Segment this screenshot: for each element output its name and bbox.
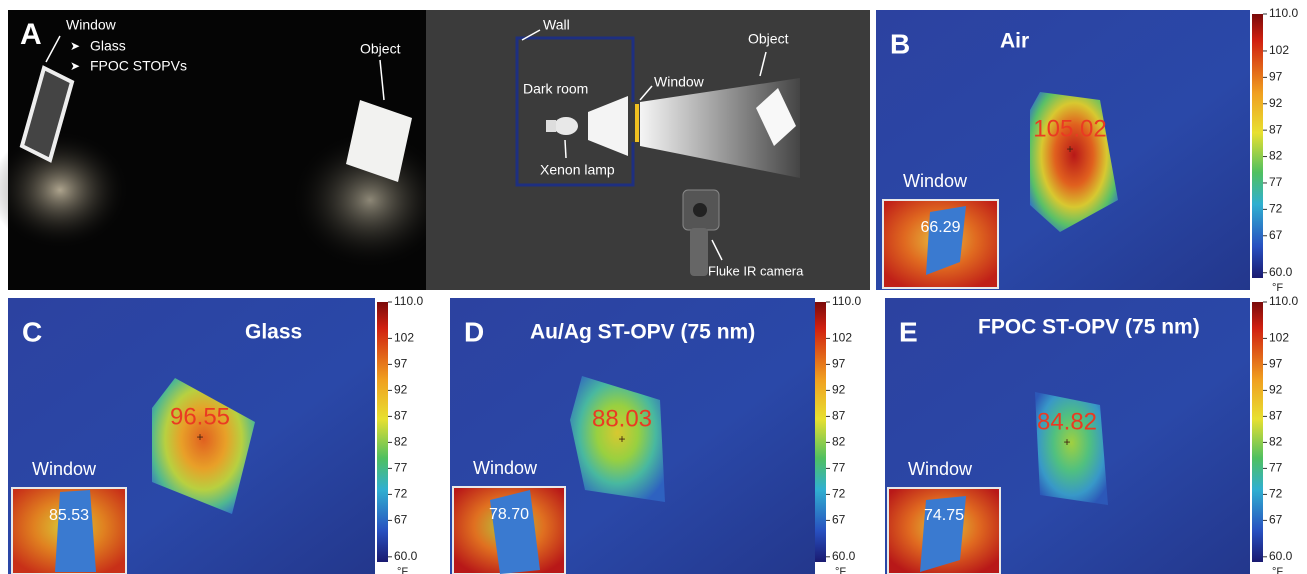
colorbar-tick-label: 77 xyxy=(1269,461,1283,475)
cross: + xyxy=(196,430,203,444)
reading: 88.03 xyxy=(592,405,652,432)
colorbar xyxy=(815,302,826,562)
label: Object xyxy=(748,31,789,47)
colorbar-tick-label: 72 xyxy=(394,487,408,501)
cross: + xyxy=(1063,435,1070,449)
inset-window xyxy=(55,490,96,572)
label: Xenon lamp xyxy=(540,162,615,178)
colorbar-tick-label: 67 xyxy=(832,513,846,527)
camera-grip xyxy=(690,228,708,276)
colorbar-tick-label: 102 xyxy=(394,331,414,345)
colorbar-tick-label: 110.0 xyxy=(832,294,861,308)
panel-title: Air xyxy=(1000,30,1029,53)
panel-title: FPOC ST-OPV (75 nm) xyxy=(978,316,1200,339)
panel-label: E xyxy=(899,316,918,347)
colorbar-tick-label: 110.0 xyxy=(1269,6,1298,20)
cross: + xyxy=(1066,142,1073,156)
page: {"panel_a": {"label": "A", "photo": {"wi… xyxy=(0,0,1307,574)
label: Object xyxy=(360,41,401,57)
colorbar-tick-label: 77 xyxy=(394,461,408,475)
colorbar-tick-label: 67 xyxy=(1269,513,1283,527)
colorbar-tick-label: 92 xyxy=(1269,383,1283,397)
camera-lens xyxy=(693,203,707,217)
colorbar-tick-label: 102 xyxy=(832,331,852,345)
colorbar-tick-label: 102 xyxy=(1269,43,1289,57)
lamp-base xyxy=(546,120,556,132)
reading: 105.02 xyxy=(1033,115,1106,142)
colorbar-tick-label: 72 xyxy=(1269,202,1283,216)
colorbar-tick-label: 60.0 xyxy=(832,549,856,563)
colorbar-unit: °F xyxy=(1272,282,1283,294)
figure: A Window ➤ Glass ➤ FPOC STOPVs Object Wa… xyxy=(0,0,1307,574)
reading: 84.82 xyxy=(1037,408,1097,435)
inset-label: Window xyxy=(903,171,968,191)
panel-label: A xyxy=(20,18,42,51)
colorbar xyxy=(1252,302,1263,562)
diagram xyxy=(426,10,870,290)
colorbar-unit: °F xyxy=(397,566,408,574)
colorbar-tick-label: 87 xyxy=(1269,122,1283,136)
label: Window xyxy=(654,74,705,90)
colorbar-tick-label: 97 xyxy=(394,357,408,371)
inset-label: Window xyxy=(473,458,538,478)
inset-reading: 78.70 xyxy=(489,506,529,523)
colorbar-tick-label: 77 xyxy=(1269,175,1283,189)
inset-reading: 85.53 xyxy=(49,507,89,524)
colorbar-tick-label: 82 xyxy=(394,435,408,449)
label: Fluke IR camera xyxy=(708,263,804,278)
colorbar-tick-label: 77 xyxy=(832,461,846,475)
colorbar-tick-label: 97 xyxy=(1269,70,1283,84)
colorbar-tick-label: 67 xyxy=(394,513,408,527)
colorbar-tick-label: 72 xyxy=(1269,487,1283,501)
cross: + xyxy=(618,432,625,446)
colorbar xyxy=(377,302,388,562)
inset-reading: 66.29 xyxy=(920,219,960,236)
label: Wall xyxy=(543,17,570,33)
colorbar-tick-label: 82 xyxy=(1269,149,1283,163)
colorbar-tick-label: 110.0 xyxy=(394,294,423,308)
inset-label: Window xyxy=(32,459,97,479)
colorbar-tick-label: 82 xyxy=(832,435,846,449)
reading: 96.55 xyxy=(170,403,230,430)
colorbar-unit: °F xyxy=(1272,566,1283,574)
lamp xyxy=(554,117,578,135)
label: Window xyxy=(66,17,117,33)
colorbar-tick-label: 97 xyxy=(832,357,846,371)
panel-label: D xyxy=(464,316,484,347)
colorbar-tick-label: 87 xyxy=(832,409,846,423)
panel-title: Glass xyxy=(245,321,302,344)
panel-title: Au/Ag ST-OPV (75 nm) xyxy=(530,321,755,344)
colorbar-tick-label: 67 xyxy=(1269,228,1283,242)
colorbar-tick-label: 87 xyxy=(394,409,408,423)
colorbar-tick-label: 92 xyxy=(394,383,408,397)
panel-label: C xyxy=(22,316,42,347)
inset-reading: 74.75 xyxy=(924,507,964,524)
label: Dark room xyxy=(523,81,588,97)
bullet: ➤ xyxy=(70,59,80,73)
colorbar-tick-label: 82 xyxy=(1269,435,1283,449)
colorbar-tick-label: 87 xyxy=(1269,409,1283,423)
inset-label: Window xyxy=(908,459,973,479)
colorbar-tick-label: 110.0 xyxy=(1269,294,1298,308)
panel-label: B xyxy=(890,28,910,59)
label: Glass xyxy=(90,38,126,54)
label: FPOC STOPVs xyxy=(90,58,187,74)
colorbar-tick-label: 72 xyxy=(832,487,846,501)
colorbar xyxy=(1252,14,1263,278)
bullet: ➤ xyxy=(70,39,80,53)
colorbar-tick-label: 97 xyxy=(1269,357,1283,371)
colorbar-tick-label: 60.0 xyxy=(394,549,418,563)
colorbar-tick-label: 92 xyxy=(1269,96,1283,110)
colorbar-tick-label: 102 xyxy=(1269,331,1289,345)
colorbar-tick-label: 92 xyxy=(832,383,846,397)
colorbar-tick-label: 60.0 xyxy=(1269,549,1293,563)
colorbar-tick-label: 60.0 xyxy=(1269,265,1293,279)
colorbar-unit: °F xyxy=(835,566,846,574)
